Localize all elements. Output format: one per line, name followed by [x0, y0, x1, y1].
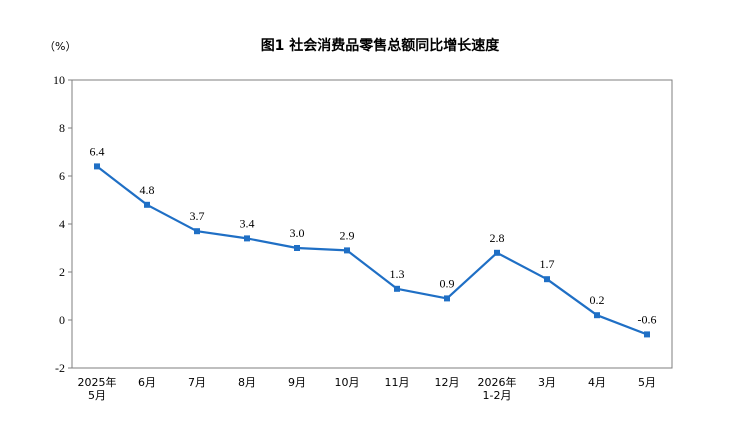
y-tick-label: 4: [59, 217, 65, 231]
data-point-marker: [444, 295, 450, 302]
data-label: 3.0: [290, 226, 305, 240]
x-tick-label-line: 2025年: [78, 375, 117, 389]
data-label: -0.6: [638, 312, 657, 326]
x-tick-label: 2026年 1-2月: [478, 375, 517, 402]
data-point-marker: [194, 228, 200, 235]
data-label: 6.4: [90, 144, 105, 158]
x-tick-label: 8月: [238, 376, 256, 389]
data-label: 0.9: [440, 276, 455, 290]
x-tick-label: 6月: [138, 376, 156, 389]
data-label: 0.2: [590, 293, 605, 307]
data-point-marker: [94, 163, 100, 170]
x-tick-label: 2025年 5月: [78, 375, 117, 402]
x-tick-label-line: 8月: [238, 376, 256, 389]
y-tick-label: 2: [59, 265, 65, 279]
x-tick-label-line: 9月: [288, 376, 306, 389]
x-tick-label-line: 10月: [335, 376, 360, 389]
series-group: 6.4 4.8 3.7 3.4 3.0 2.9 1.3 0.9 2.8 1.7 0.2 -0.6: [90, 144, 657, 338]
data-point-marker: [344, 247, 350, 254]
x-tick-label: 4月: [588, 376, 606, 389]
data-label: 2.8: [490, 231, 505, 245]
y-tick-label: 0: [59, 313, 65, 327]
data-point-marker: [594, 312, 600, 319]
data-point-marker: [544, 276, 550, 283]
x-tick-label: 12月: [435, 376, 460, 389]
data-label: 1.3: [390, 267, 405, 281]
data-point-marker: [144, 201, 150, 208]
chart-title: 图1 社会消费品零售总额同比增长速度: [261, 37, 501, 54]
y-tick-label: -2: [55, 361, 65, 375]
x-tick-label: 7月: [188, 376, 206, 389]
data-point-marker: [294, 245, 300, 251]
x-tick-label-line: 7月: [188, 376, 206, 389]
data-point-marker: [644, 331, 650, 338]
data-label: 4.8: [140, 183, 155, 197]
y-axis: -2 0 2 4 6 8 10: [53, 73, 72, 375]
x-tick-label-line: 4月: [588, 376, 606, 389]
x-tick-label: 9月: [288, 376, 306, 389]
x-tick-label: 10月: [335, 376, 360, 389]
y-tick-label: 10: [53, 73, 65, 87]
x-tick-label: 11月: [385, 376, 410, 389]
x-tick-label-line: 12月: [435, 376, 460, 389]
data-label: 3.7: [190, 209, 205, 223]
plot-area-frame: [71, 79, 673, 369]
data-label: 3.4: [240, 216, 255, 230]
x-tick-label: 3月: [538, 376, 556, 389]
x-tick-label-line: 2026年: [478, 375, 517, 389]
data-point-marker: [494, 249, 500, 256]
data-label: 1.7: [540, 257, 555, 271]
x-tick-label-line: 6月: [138, 376, 156, 389]
x-tick-label-line: 11月: [385, 376, 410, 389]
x-tick-label-line: 1-2月: [483, 389, 512, 402]
series-line: [96, 165, 648, 336]
data-label: 2.9: [340, 228, 355, 242]
x-tick-label: 5月: [638, 376, 656, 389]
x-tick-label-line: 5月: [638, 376, 656, 389]
y-tick-label: 6: [59, 169, 65, 183]
x-tick-label-line: 3月: [538, 376, 556, 389]
y-tick-label: 8: [59, 121, 65, 135]
data-point-marker: [244, 235, 250, 242]
x-tick-label-line: 5月: [88, 389, 106, 402]
y-axis-unit-label: （%）: [44, 40, 76, 53]
data-point-marker: [394, 285, 400, 292]
